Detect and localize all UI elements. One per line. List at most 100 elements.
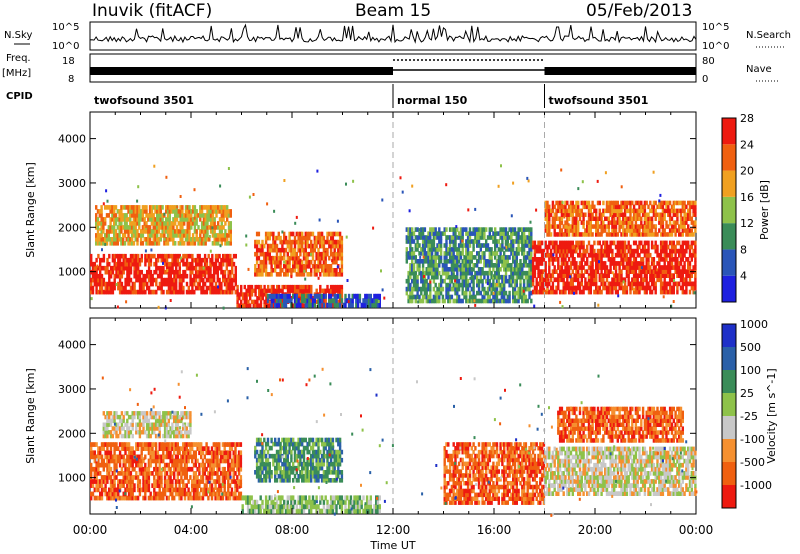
- heatmap-cell: [688, 248, 692, 254]
- heatmap-cell: [324, 303, 327, 308]
- heatmap-cell: [622, 228, 625, 233]
- heatmap-cell: [179, 209, 182, 214]
- heatmap-cell: [607, 200, 610, 206]
- heatmap-cell: [91, 277, 95, 283]
- heatmap-cell: [168, 205, 171, 210]
- heatmap-cell: [407, 298, 410, 304]
- heatmap-cell: [560, 232, 564, 237]
- heatmap-cell: [605, 216, 609, 221]
- heatmap-cell: [177, 233, 180, 238]
- heatmap-cell: [123, 233, 127, 238]
- heatmap-cell: [204, 233, 207, 238]
- heatmap-cell: [551, 281, 555, 287]
- colorbar-swatch: [722, 249, 736, 276]
- heatmap-cell: [510, 274, 513, 280]
- heatmap-cell: [645, 240, 648, 246]
- heatmap-cell: [640, 204, 643, 210]
- heatmap-cell: [213, 217, 216, 222]
- heatmap-cell: [115, 253, 118, 259]
- heatmap-cell: [668, 252, 672, 258]
- heatmap-cell: [542, 248, 546, 254]
- heatmap-cell: [466, 251, 470, 256]
- heatmap-cell: [454, 286, 457, 292]
- heatmap-cell: [571, 289, 574, 295]
- heatmap-cell: [589, 289, 592, 295]
- heatmap-cell: [654, 273, 657, 278]
- heatmap-cell: [162, 257, 165, 263]
- heatmap-cell: [506, 255, 509, 260]
- heatmap-cell: [638, 281, 641, 287]
- heatmap-cell: [167, 261, 171, 267]
- heatmap-speck: [346, 279, 349, 282]
- heatmap-cell: [625, 224, 629, 229]
- heatmap-cell: [535, 285, 538, 291]
- heatmap-cell: [483, 294, 486, 300]
- heatmap-cell: [176, 273, 180, 279]
- heatmap-cell: [122, 253, 125, 259]
- freq-unit-label: [MHz]: [2, 68, 31, 79]
- heatmap-cell: [154, 241, 157, 246]
- heatmap-cell: [566, 216, 569, 221]
- heatmap-cell: [288, 293, 291, 299]
- heatmap-cell: [171, 257, 174, 263]
- heatmap-cell: [258, 288, 261, 293]
- heatmap-cell: [247, 303, 250, 308]
- heatmap-cell: [143, 221, 146, 226]
- heatmap-cell: [551, 257, 555, 262]
- heatmap-cell: [625, 261, 629, 266]
- heatmap-cell: [567, 204, 571, 210]
- heatmap-cell: [261, 296, 264, 301]
- heatmap-cell: [240, 299, 243, 304]
- heatmap-cell: [232, 277, 236, 283]
- heatmap-cell: [636, 265, 639, 270]
- heatmap-cell: [578, 289, 582, 295]
- heatmap-cell: [258, 303, 261, 308]
- heatmap-cell: [105, 233, 109, 238]
- heatmap-cell: [613, 204, 616, 210]
- heatmap-cell: [218, 205, 222, 210]
- heatmap-cell: [128, 269, 131, 275]
- heatmap-cell: [223, 253, 227, 259]
- heatmap-speck: [429, 280, 432, 284]
- heatmap-cell: [618, 244, 621, 250]
- heatmap-cell: [281, 239, 284, 245]
- heatmap-cell: [558, 220, 562, 225]
- heatmap-cell: [202, 285, 205, 291]
- heatmap-cell: [113, 273, 116, 279]
- heatmap-cell: [131, 487, 134, 493]
- heatmap-cell: [290, 247, 293, 253]
- heatmap-speck: [655, 268, 658, 272]
- heatmap-cell: [195, 229, 198, 234]
- heatmap-speck: [445, 183, 448, 187]
- heatmap-cell: [632, 289, 636, 295]
- heatmap-cell: [607, 216, 610, 221]
- heatmap-cell: [490, 282, 493, 288]
- heatmap-cell: [649, 224, 652, 229]
- heatmap-cell: [126, 261, 129, 267]
- heatmap-cell: [531, 277, 535, 283]
- heatmap-cell: [596, 200, 600, 206]
- heatmap-cell: [620, 212, 623, 217]
- heatmap-cell: [200, 205, 204, 210]
- heatmap-cell: [470, 270, 473, 276]
- heatmap-cell: [504, 239, 508, 244]
- heatmap-cell: [170, 221, 173, 226]
- heatmap-cell: [605, 269, 609, 274]
- heatmap-cell: [445, 243, 448, 248]
- heatmap-cell: [647, 257, 650, 262]
- heatmap-cell: [667, 200, 670, 206]
- heatmap-cell: [184, 273, 187, 279]
- colorbar-tick-label: 8: [740, 243, 747, 256]
- heatmap-cell: [138, 269, 142, 275]
- heatmap-cell: [620, 204, 623, 210]
- heatmap-cell: [240, 292, 243, 297]
- heatmap-cell: [605, 224, 609, 229]
- heatmap-cell: [170, 225, 173, 230]
- heatmap-cell: [477, 227, 481, 232]
- heatmap-cell: [614, 204, 618, 210]
- heatmap-cell: [461, 243, 464, 248]
- heatmap-cell: [102, 289, 106, 295]
- heatmap-cell: [661, 248, 665, 254]
- heatmap-cell: [106, 285, 109, 291]
- heatmap-cell: [558, 273, 562, 278]
